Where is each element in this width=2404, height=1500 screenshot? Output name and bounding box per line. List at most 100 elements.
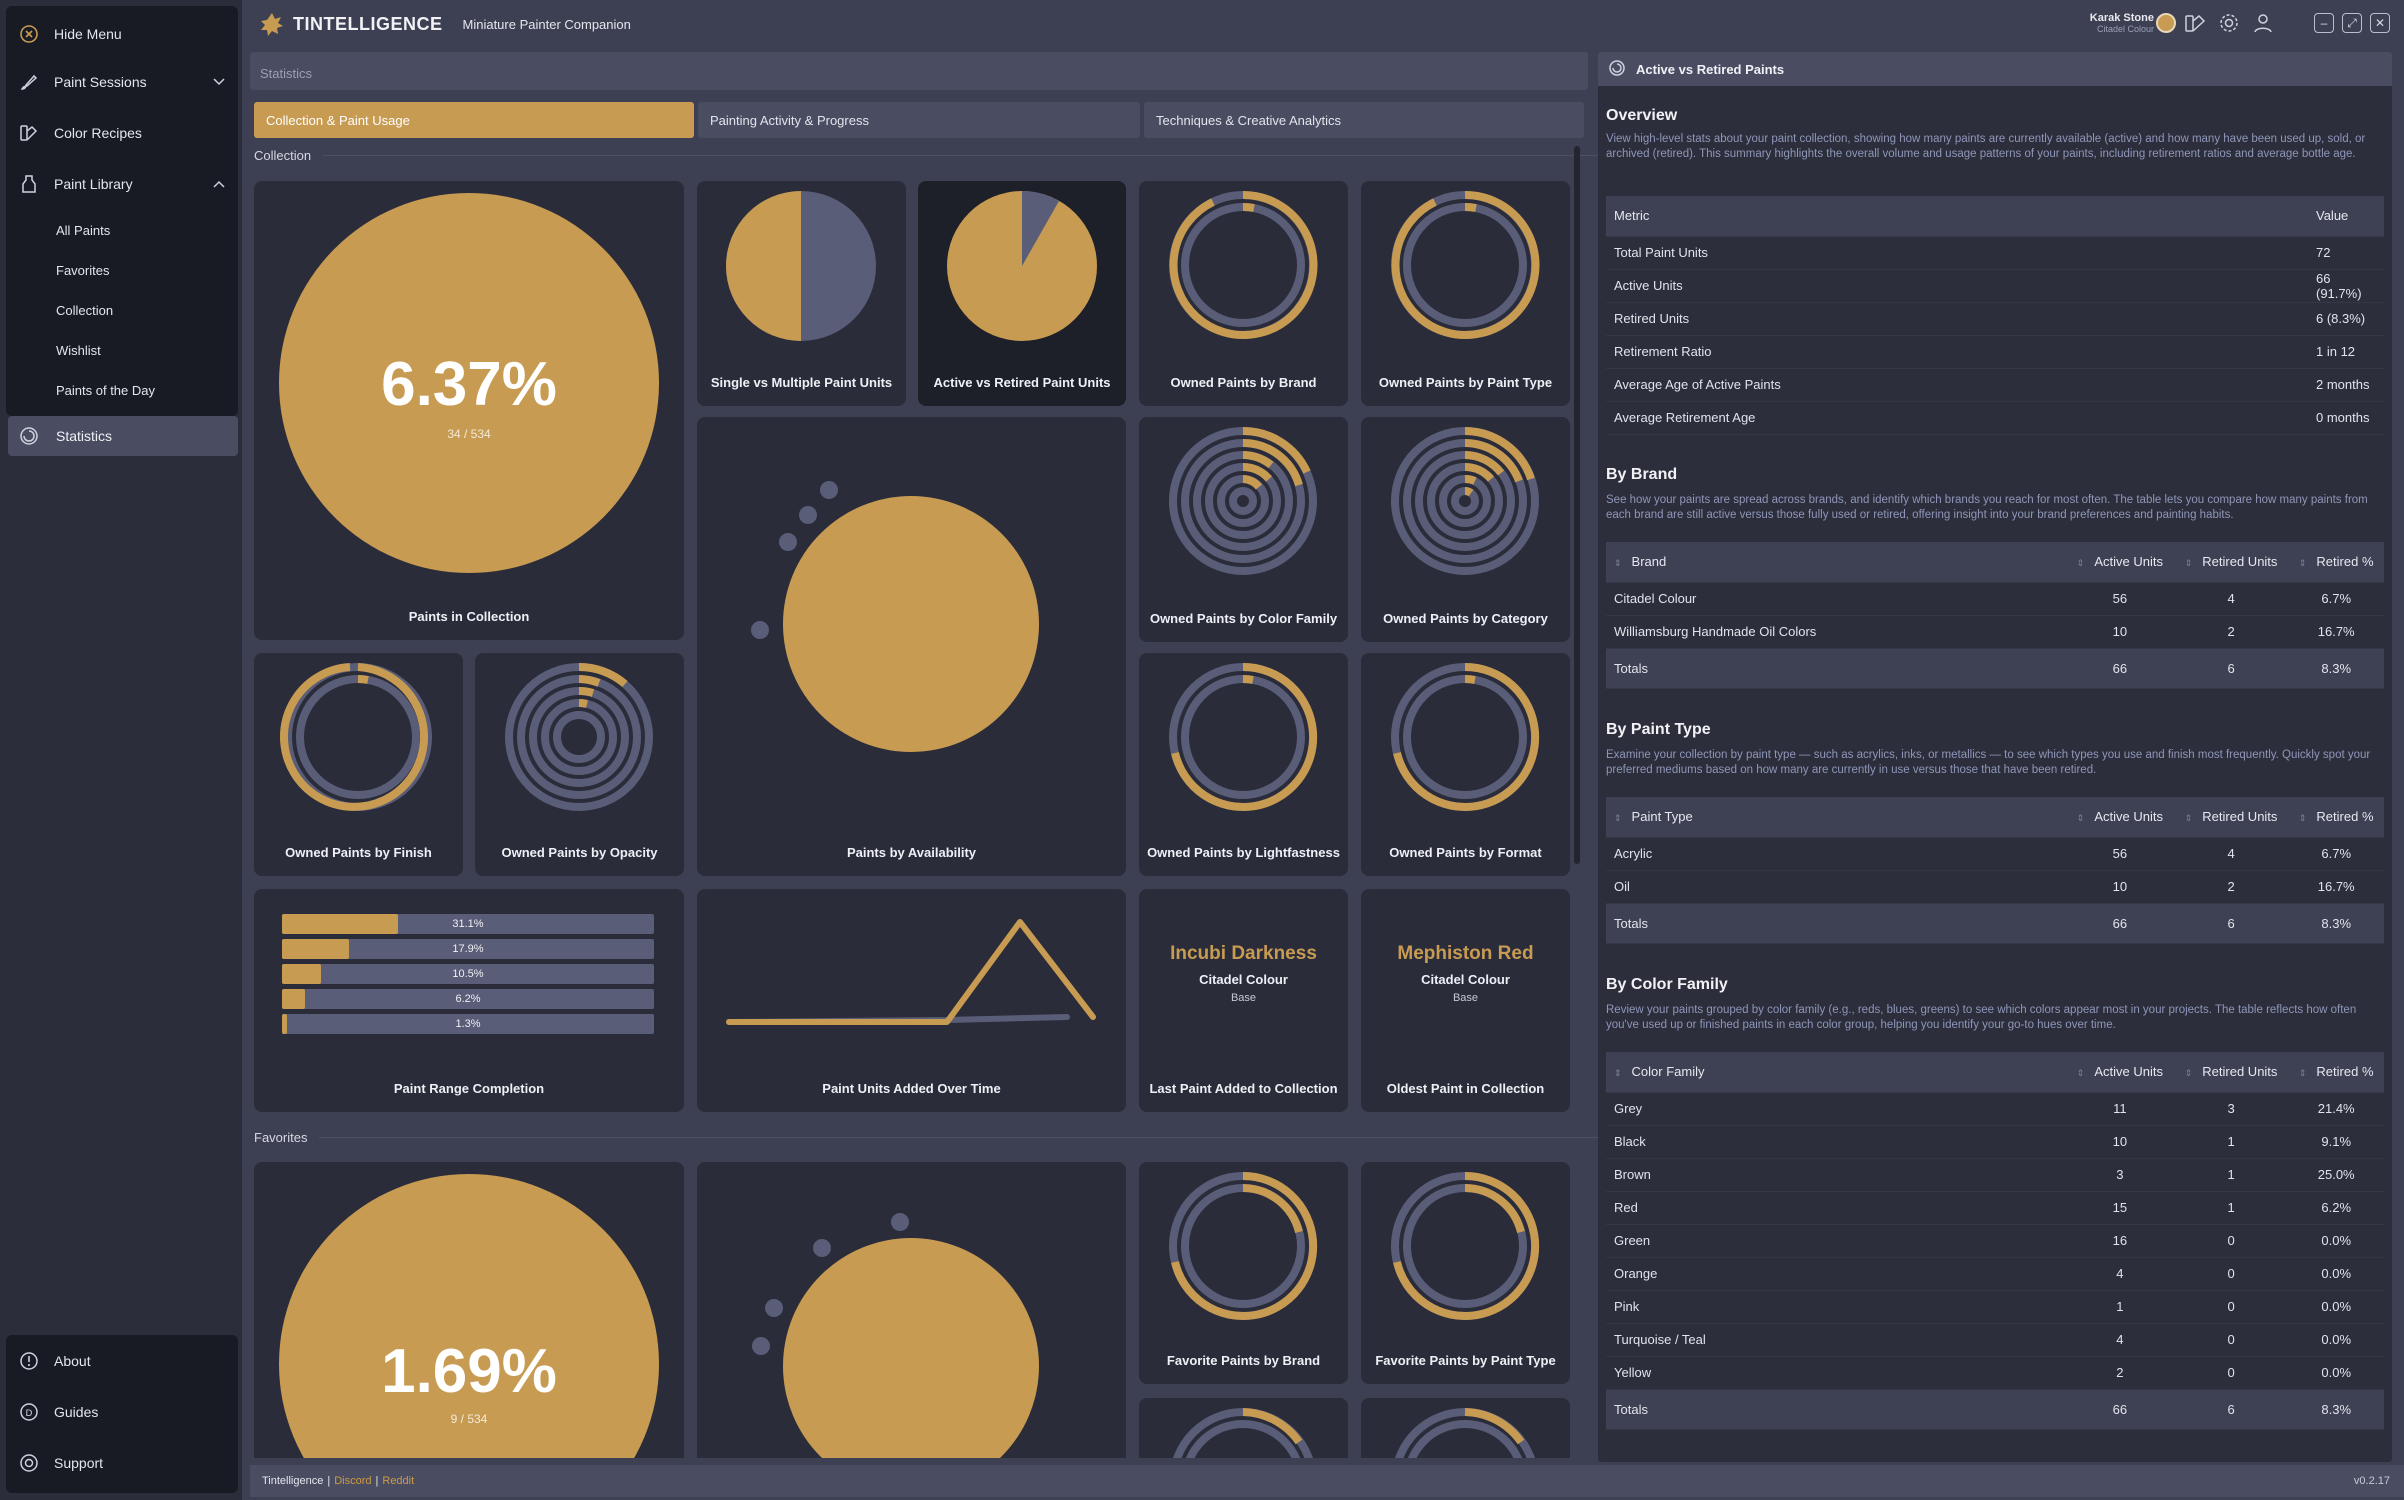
hide-menu-button[interactable]: Hide Menu [18,16,226,52]
card-favorites-availability[interactable] [697,1162,1126,1458]
card-owned-by-opacity[interactable]: Owned Paints by Opacity [475,653,684,876]
tab-painting-activity[interactable]: Painting Activity & Progress [698,102,1140,138]
sidebar-item-paint-library[interactable]: Paint Library [18,166,226,202]
column-header-sortable[interactable]: ⇕ Retired % [2288,797,2384,838]
card-favorites-extra[interactable] [1139,1398,1348,1458]
family-heading: By Color Family [1606,976,1728,993]
sidebar-item-about[interactable]: About [18,1343,226,1379]
column-header-sortable[interactable]: ⇕ Active Units [2066,797,2174,838]
sort-icon[interactable]: ⇕ [2076,1068,2085,1079]
column-header-sortable[interactable]: ⇕ Retired % [2288,542,2384,583]
card-paint-range-completion[interactable]: 31.1% 17.9% 10.5% 6.2% 1.3% Paint Range … [254,889,684,1112]
column-header-sortable[interactable]: ⇕ Color Family [1606,1052,2066,1093]
column-header-label: Retired % [2316,554,2374,570]
column-header-label: Retired Units [2202,1064,2278,1080]
card-paints-by-availability[interactable]: Paints by Availability [697,417,1126,876]
card-owned-by-finish[interactable]: Owned Paints by Finish [254,653,463,876]
card-favorites-extra[interactable] [1361,1398,1570,1458]
discord-link[interactable]: Discord [334,1475,372,1487]
column-header-sortable[interactable]: ⇕ Brand [1606,542,2066,583]
metric-cell: Retired Units [1606,302,2308,336]
card-paints-in-collection[interactable]: 6.37% 34 / 534 Paints in Collection [254,181,684,640]
sort-icon[interactable]: ⇕ [2298,1068,2307,1079]
card-owned-by-color-family[interactable]: Owned Paints by Color Family [1139,417,1348,642]
sort-icon[interactable]: ⇕ [1614,1068,1622,1079]
main-scrollbar[interactable] [1574,146,1580,864]
column-header-sortable[interactable]: ⇕ Retired % [2288,1052,2384,1093]
ring-chart [1169,190,1318,339]
sort-icon[interactable]: ⇕ [2298,813,2307,824]
tab-collection-paint-usage[interactable]: Collection & Paint Usage [254,102,694,138]
card-owned-by-lightfastness[interactable]: Owned Paints by Lightfastness [1139,653,1348,876]
card-favorites-share[interactable]: 1.69% 9 / 534 [254,1162,684,1458]
sort-icon[interactable]: ⇕ [1614,558,1622,569]
app-logo: TINTELLIGENCE Miniature Painter Companio… [259,11,631,37]
sidebar-item-support[interactable]: Support [18,1445,226,1481]
sort-icon[interactable]: ⇕ [2076,813,2085,824]
column-header-sortable[interactable]: ⇕ Active Units [2066,542,2174,583]
sort-icon[interactable]: ⇕ [2298,558,2307,569]
close-icon[interactable]: ✕ [2370,13,2390,33]
ring-chart [1169,663,1318,811]
column-header-sortable[interactable]: ⇕ Paint Type [1606,797,2066,838]
card-title: Paint Range Completion [393,1081,545,1096]
app-subtitle: Miniature Painter Companion [462,16,631,32]
table-row: Average Retirement Age 0 months [1606,401,2384,435]
range-bar-label: 31.1% [452,918,484,930]
card-title: Owned Paints by Category [1383,611,1548,626]
user-icon[interactable] [2252,12,2274,39]
column-header-sortable[interactable]: ⇕ Active Units [2066,1052,2174,1093]
sidebar-item-paints-of-the-day[interactable]: Paints of the Day [56,382,155,398]
collection-percent: 6.37% [381,350,557,419]
card-owned-by-format[interactable]: Owned Paints by Format [1361,653,1570,876]
user-color-swatch[interactable] [2156,13,2176,33]
sort-icon[interactable]: ⇕ [2184,1068,2193,1079]
sidebar-item-all-paints[interactable]: All Paints [56,222,111,238]
brand-description: See how your paints are spread across br… [1606,494,2368,521]
column-header-sortable[interactable]: ⇕ Retired Units [2173,542,2289,583]
table-row: Retirement Ratio 1 in 12 [1606,335,2384,369]
tab-techniques[interactable]: Techniques & Creative Analytics [1144,102,1584,138]
sort-icon[interactable]: ⇕ [2076,558,2085,569]
maximize-icon[interactable]: ⤢ [2342,13,2362,33]
card-owned-by-brand[interactable]: Owned Paints by Brand [1139,181,1348,406]
reddit-link[interactable]: Reddit [382,1475,415,1487]
sort-icon[interactable]: ⇕ [2184,558,2193,569]
table-cell: 0.0% [2288,1224,2384,1258]
sidebar-item-wishlist[interactable]: Wishlist [56,342,101,358]
sidebar-item-paint-sessions[interactable]: Paint Sessions [18,64,226,100]
card-favorites-by-brand[interactable]: Favorite Paints by Brand [1139,1162,1348,1384]
sort-icon[interactable]: ⇕ [1614,813,1622,824]
paint-type: Base [1230,992,1257,1004]
column-header-sortable[interactable]: ⇕ Retired Units [2173,1052,2289,1093]
sidebar-item-collection[interactable]: Collection [56,302,114,318]
card-owned-by-type[interactable]: Owned Paints by Paint Type [1361,181,1570,406]
minimize-icon[interactable]: – [2314,13,2334,33]
sidebar-item-guides[interactable]: D Guides [18,1394,226,1430]
user-profile[interactable]: Karak Stone Citadel Colour [2090,12,2154,34]
sidebar-item-favorites[interactable]: Favorites [56,262,110,278]
column-header-sortable[interactable]: ⇕ Retired Units [2173,797,2289,838]
card-oldest-paint[interactable]: Mephiston Red Citadel Colour Base Oldest… [1361,889,1570,1112]
palette-icon [18,122,40,144]
card-last-paint-added[interactable]: Incubi Darkness Citadel Colour Base Last… [1139,889,1348,1112]
column-header-label: Retired Units [2202,809,2278,825]
sort-icon[interactable]: ⇕ [2184,813,2193,824]
range-bar-label: 17.9% [452,943,484,955]
sidebar-item-color-recipes[interactable]: Color Recipes [18,115,226,151]
palette-icon[interactable] [2184,12,2206,39]
table-cell: Oil [1606,870,2066,904]
card-owned-by-category[interactable]: Owned Paints by Category [1361,417,1570,642]
ring-chart [280,663,432,811]
window-controls: – ⤢ ✕ [2314,13,2390,33]
card-single-vs-multiple[interactable]: Single vs Multiple Paint Units [697,181,906,406]
logo-icon [261,13,283,36]
gear-icon[interactable] [2218,12,2240,39]
column-header-label: Retired % [2316,1064,2374,1080]
table-row: Grey 11 3 21.4% [1606,1092,2384,1126]
sidebar-item-statistics[interactable]: Statistics [8,416,238,456]
card-favorites-by-type[interactable]: Favorite Paints by Paint Type [1361,1162,1570,1384]
card-paint-units-added[interactable]: Paint Units Added Over Time [697,889,1126,1112]
card-active-vs-retired[interactable]: Active vs Retired Paint Units [918,181,1126,406]
